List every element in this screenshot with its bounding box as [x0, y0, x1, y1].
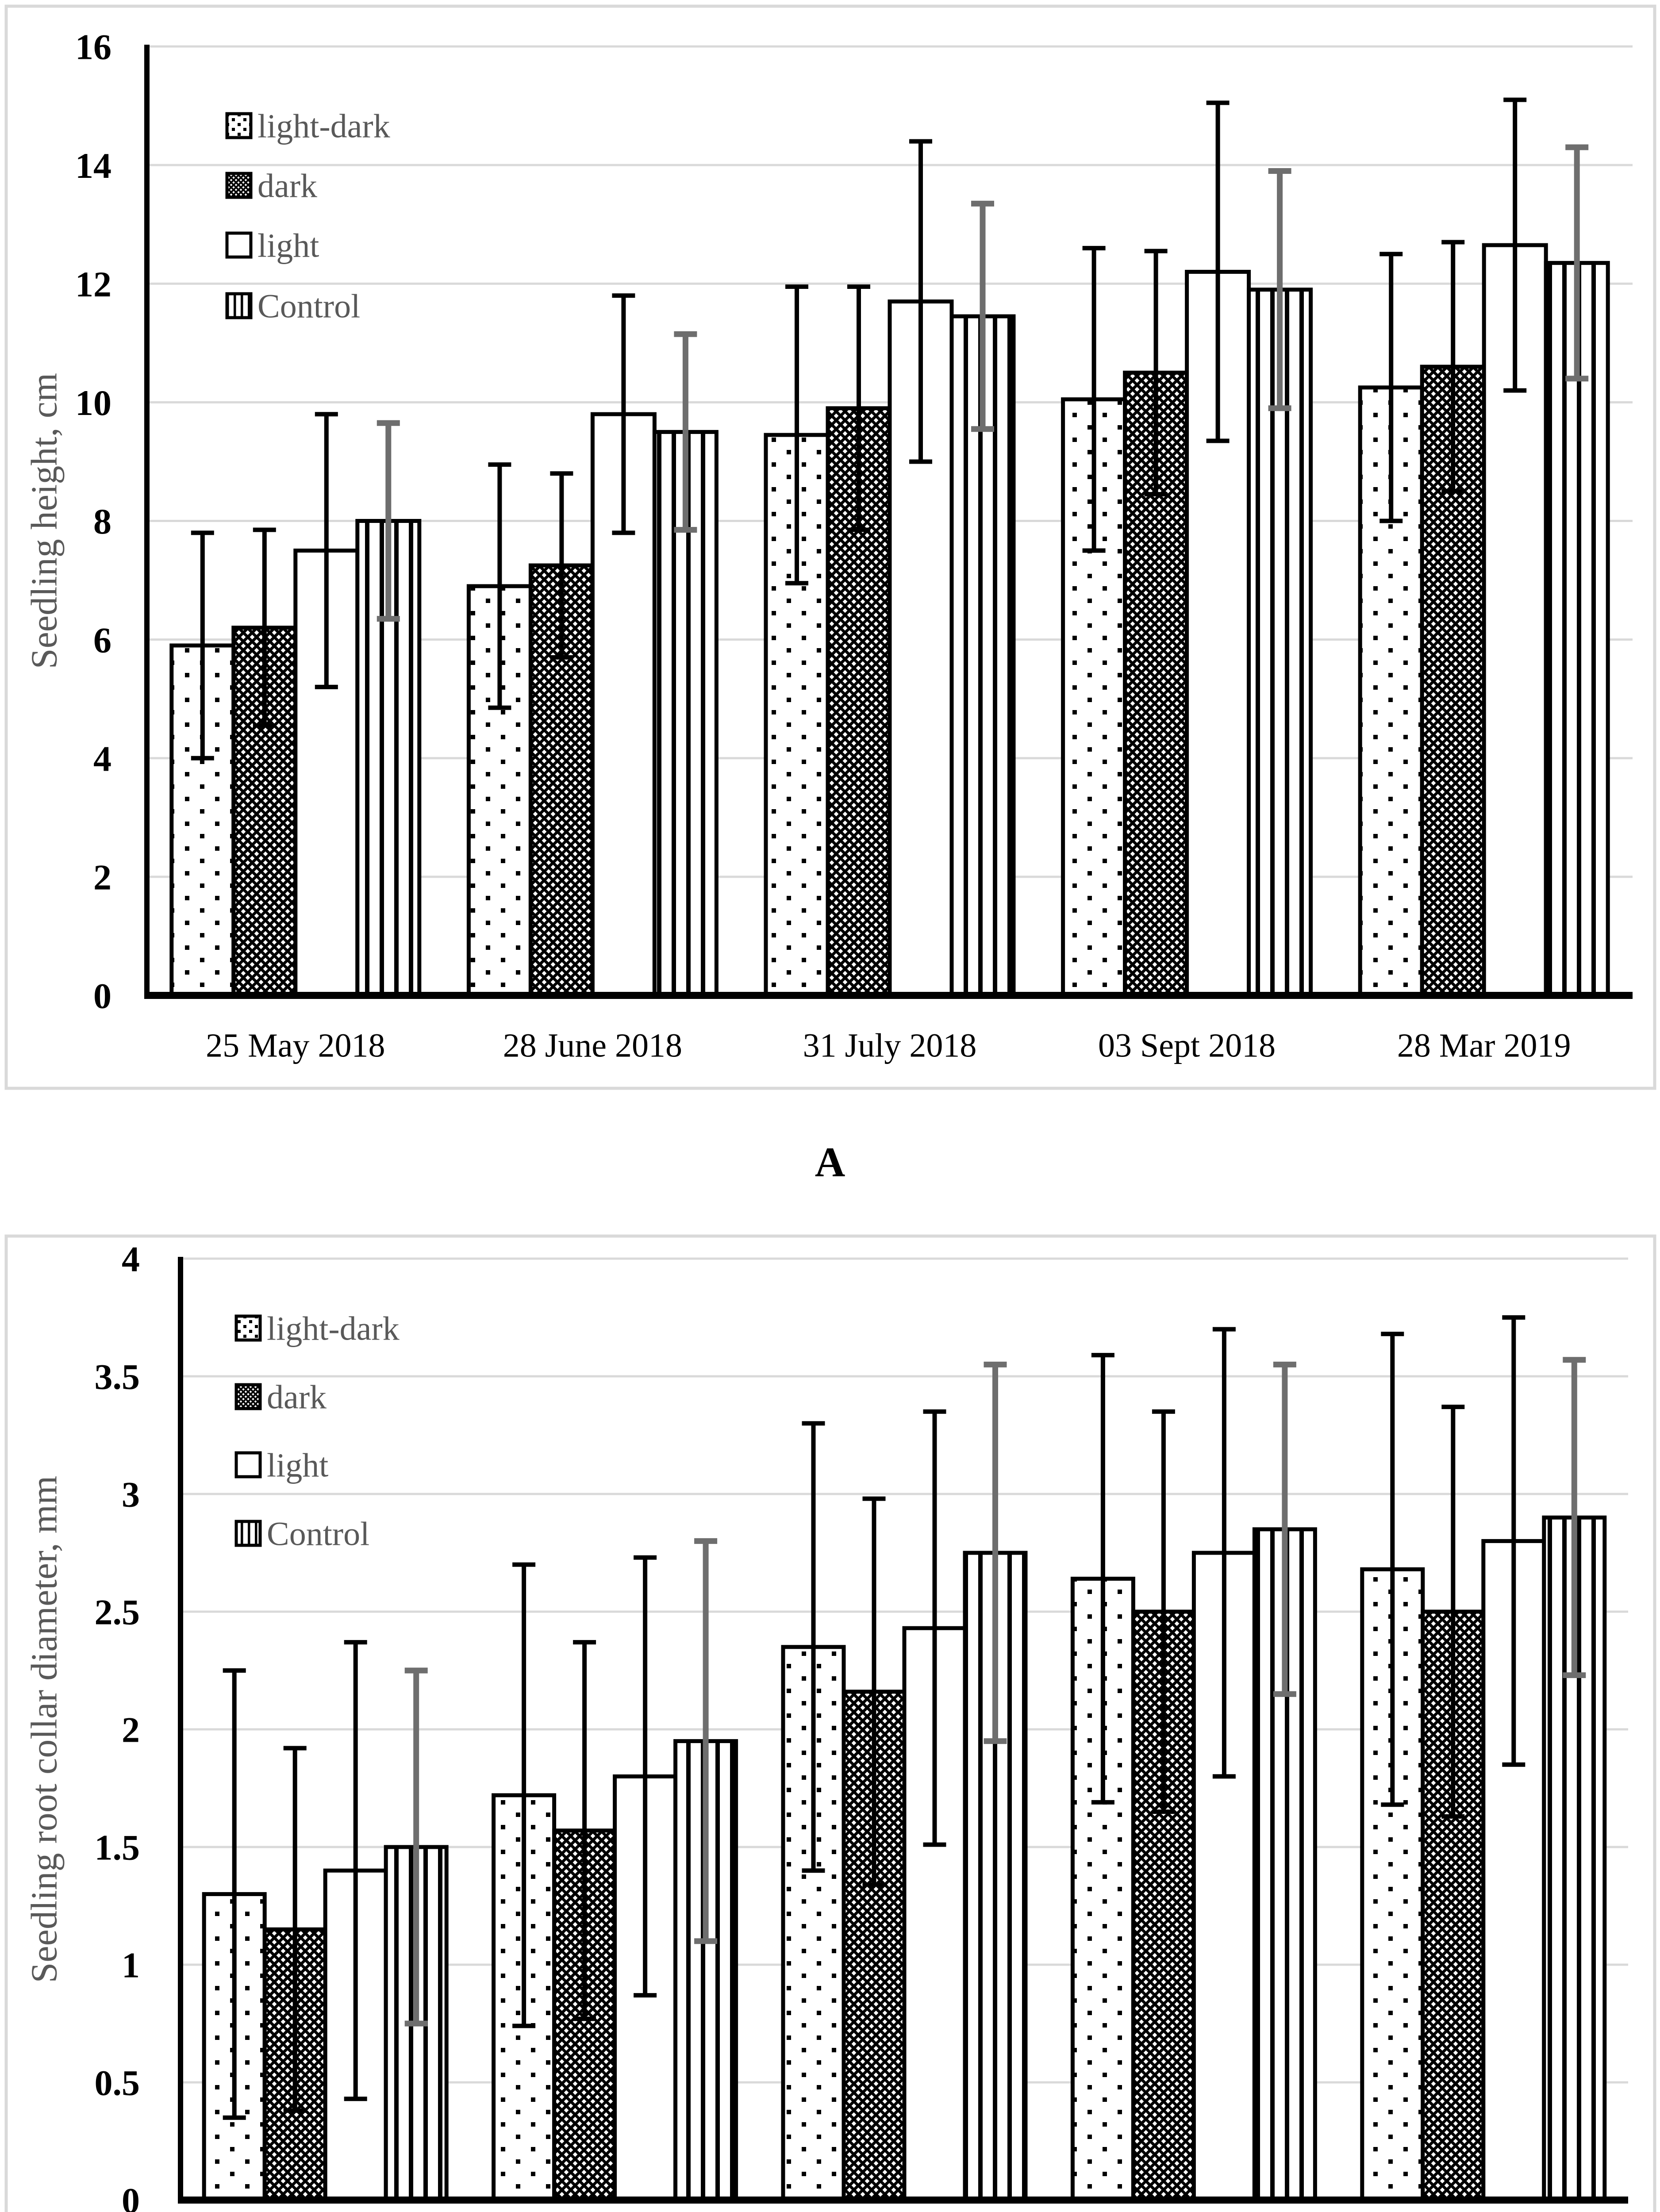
legend-label-a-0: light-dark	[257, 108, 390, 145]
error-bar-b-dark-1	[573, 1640, 596, 2021]
error-bar-a-Control-1	[674, 331, 697, 533]
error-bar-b-Control-0	[404, 1667, 428, 2027]
legend-marker-solid-icon	[234, 1451, 262, 1479]
legend-marker-dots-icon	[234, 1314, 262, 1342]
y-tick-a-10: 10	[75, 383, 111, 423]
error-bar-a-Control-4	[1565, 144, 1589, 382]
legend-marker-solid-icon	[225, 231, 253, 259]
x-label-a-0: 25 May 2018	[206, 1027, 385, 1064]
error-bar-b-light-dark-4	[1381, 1332, 1404, 1807]
error-bar-b-light-dark-0	[223, 1668, 246, 2120]
error-bar-b-light-dark-3	[1091, 1353, 1114, 1805]
y-tick-a-12: 12	[75, 264, 111, 304]
legend-label-b-0: light-dark	[267, 1310, 400, 1348]
error-bar-a-light-1	[612, 293, 635, 535]
error-bar-a-light-dark-0	[191, 530, 214, 760]
error-bar-b-light-2	[923, 1409, 946, 1847]
y-tick-b-3: 3	[122, 1475, 140, 1515]
y-tick-b-0: 0	[122, 2181, 140, 2212]
x-label-a-1: 28 June 2018	[503, 1027, 682, 1064]
error-bar-b-light-3	[1212, 1327, 1236, 1779]
error-bar-b-dark-3	[1152, 1409, 1175, 1814]
error-bar-b-light-dark-1	[512, 1562, 536, 2028]
legend-item-b-light-dark: light-dark	[234, 1310, 400, 1348]
legend-item-a-light: light	[225, 227, 319, 265]
x-label-a-2: 31 July 2018	[803, 1027, 977, 1064]
error-bar-a-dark-4	[1441, 240, 1465, 494]
error-bar-b-light-0	[344, 1640, 367, 2101]
error-bar-b-Control-3	[1273, 1361, 1296, 1697]
error-bar-b-dark-4	[1441, 1405, 1465, 1819]
error-bar-b-Control-1	[694, 1538, 718, 1944]
legend-label-b-2: light	[267, 1447, 328, 1484]
legend-label-a-1: dark	[257, 168, 317, 205]
error-bar-a-dark-1	[550, 471, 573, 660]
error-bar-b-light-dark-2	[802, 1421, 825, 1873]
chart-a: 0 2 4 6 8 10 12 14 16 25 May 2018 28 June 2018 31 J…	[4, 4, 1656, 1090]
y-tick-a-14: 14	[75, 146, 111, 186]
error-bar-a-light-dark-2	[785, 284, 808, 586]
error-bar-a-light-3	[1206, 100, 1230, 443]
y-tick-b-1.5: 1.5	[95, 1828, 140, 1868]
y-axis-title-b: Seedling root collar diameter, mm	[23, 1476, 65, 1983]
error-bar-a-Control-2	[971, 200, 994, 432]
chart-b-panel-border	[4, 1234, 1656, 2212]
error-bar-b-light-1	[634, 1555, 657, 1998]
error-bar-a-dark-0	[253, 527, 276, 728]
legend-a: light-dark dark light Control	[225, 108, 390, 325]
error-bar-a-Control-0	[377, 420, 400, 622]
y-tick-b-4: 4	[122, 1239, 140, 1279]
y-tick-b-3.5: 3.5	[95, 1357, 140, 1397]
legend-marker-dots-icon	[225, 112, 253, 139]
legend-item-a-Control: Control	[225, 288, 360, 325]
legend-b: light-dark dark light Control	[234, 1310, 400, 1553]
error-bar-a-dark-3	[1144, 249, 1168, 497]
y-tick-a-6: 6	[93, 620, 111, 660]
error-bar-b-Control-2	[984, 1361, 1007, 1744]
legend-marker-trellis-icon	[234, 1383, 262, 1410]
legend-label-b-1: dark	[267, 1379, 327, 1416]
x-label-a-3: 03 Sept 2018	[1098, 1027, 1276, 1064]
y-axis-title-a: Seedling height, cm	[23, 373, 65, 669]
legend-item-a-light-dark: light-dark	[225, 108, 390, 145]
error-bar-a-dark-2	[847, 284, 870, 532]
y-tick-a-0: 0	[93, 976, 111, 1016]
error-bar-b-Control-4	[1563, 1357, 1586, 1678]
x-label-a-4: 28 Mar 2019	[1397, 1027, 1571, 1064]
y-tick-b-2: 2	[122, 1710, 140, 1750]
y-tick-a-16: 16	[75, 27, 111, 67]
legend-label-b-3: Control	[267, 1516, 369, 1553]
error-bar-a-light-0	[315, 412, 338, 689]
chart-a-caption: A	[815, 1139, 845, 1186]
y-tick-a-4: 4	[93, 738, 111, 779]
y-tick-b-1: 1	[122, 1945, 140, 1985]
legend-label-a-3: Control	[257, 288, 360, 325]
legend-item-b-dark: dark	[234, 1379, 327, 1416]
y-tick-b-0.5: 0.5	[95, 2063, 140, 2103]
y-tick-a-2: 2	[93, 857, 111, 898]
y-tick-a-8: 8	[93, 501, 111, 541]
error-bar-a-light-dark-4	[1379, 252, 1403, 523]
error-bar-b-dark-2	[862, 1496, 886, 1887]
error-bar-a-light-4	[1503, 97, 1527, 393]
error-bar-b-dark-0	[283, 1746, 307, 2113]
error-bar-a-light-2	[909, 139, 932, 464]
y-tick-b-2.5: 2.5	[95, 1592, 140, 1632]
legend-marker-vstripes-icon	[234, 1520, 262, 1547]
legend-marker-vstripes-icon	[225, 292, 253, 319]
legend-marker-trellis-icon	[225, 172, 253, 199]
legend-item-a-dark: dark	[225, 168, 317, 205]
legend-label-a-2: light	[257, 227, 319, 265]
chart-a-panel-border	[4, 4, 1656, 1090]
legend-item-b-Control: Control	[234, 1516, 369, 1553]
error-bar-a-Control-3	[1268, 168, 1291, 411]
error-bar-a-light-dark-1	[488, 462, 511, 710]
error-bar-a-light-dark-3	[1082, 246, 1106, 553]
error-bar-b-light-4	[1502, 1315, 1526, 1767]
legend-item-b-light: light	[234, 1447, 328, 1484]
